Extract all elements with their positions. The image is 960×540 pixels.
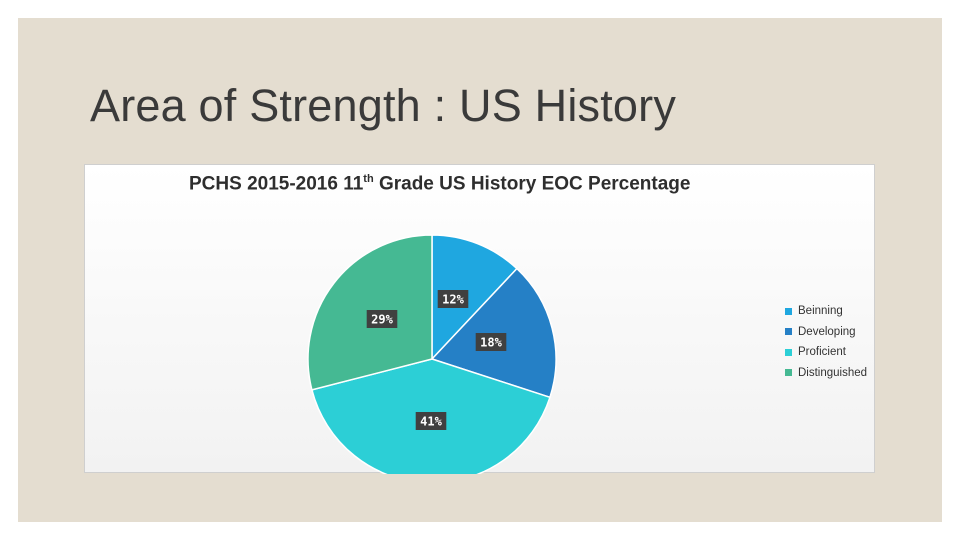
slide-background: Area of Strength : US History PCHS 2015-… (18, 18, 942, 522)
legend-item-developing: Developing (785, 322, 867, 343)
legend-label: Distinguished (798, 366, 868, 379)
chart-title-prefix: PCHS 2015-2016 11 (189, 173, 364, 195)
legend-label: Beinning (798, 305, 843, 318)
legend-label: Proficient (798, 346, 846, 359)
legend-swatch (785, 307, 792, 315)
data-label-beinning: 12% (442, 293, 464, 307)
data-label-distinguished: 29% (371, 313, 393, 327)
data-label-bg-proficient (415, 412, 447, 430)
chart-title-suffix: Grade US History EOC Percentage (373, 173, 691, 195)
pie-slice-developing (430, 267, 557, 399)
pie-plot-area: 12% 18% 41% 29% (307, 234, 557, 474)
legend-label: Developing (798, 325, 856, 338)
legend-swatch (785, 369, 792, 377)
legend-item-proficient: Proficient (785, 342, 867, 363)
chart-legend: Beinning Developing Proficient Distinguishe… (785, 301, 867, 383)
pie-slice-beinning (431, 234, 518, 361)
data-label-proficient: 41% (420, 415, 442, 429)
legend-swatch (785, 348, 792, 356)
data-label-bg-beinning (437, 290, 469, 308)
chart-title: PCHS 2015-2016 11th Grade US History EOC… (189, 173, 690, 195)
legend-item-beinning: Beinning (785, 301, 867, 322)
data-label-bg-developing (475, 333, 507, 351)
data-label-developing: 18% (480, 336, 502, 350)
pie-chart: PCHS 2015-2016 11th Grade US History EOC… (84, 164, 875, 474)
data-label-bg-distinguished (366, 310, 398, 328)
chart-title-superscript: th (363, 173, 374, 185)
slide-title: Area of Strength : US History (90, 80, 677, 131)
legend-swatch (785, 328, 792, 336)
legend-item-distinguished: Distinguished (785, 363, 867, 384)
